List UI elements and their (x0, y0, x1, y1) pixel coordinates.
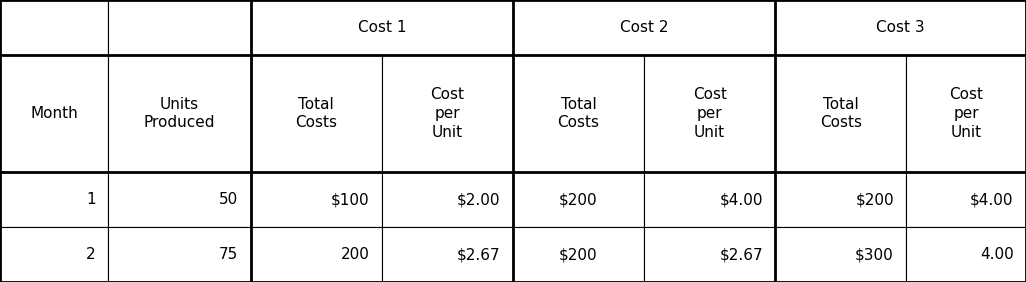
Bar (644, 227, 776, 282)
Bar (109, 55, 250, 172)
Text: Cost 1: Cost 1 (358, 20, 406, 35)
Text: 2: 2 (86, 247, 96, 262)
Bar (644, 55, 776, 172)
Text: $2.67: $2.67 (719, 247, 763, 262)
Text: Cost
per
Unit: Cost per Unit (693, 87, 726, 140)
Bar (250, 172, 382, 227)
Bar (382, 172, 513, 227)
Bar (776, 172, 906, 227)
Text: $200: $200 (559, 192, 598, 207)
Text: 50: 50 (220, 192, 238, 207)
Bar (776, 55, 906, 172)
Bar (776, 227, 906, 282)
Text: Total
Costs: Total Costs (557, 97, 599, 130)
Text: Cost 3: Cost 3 (876, 20, 924, 35)
Bar (776, 0, 1026, 55)
Text: 75: 75 (220, 247, 238, 262)
Text: $4.00: $4.00 (719, 192, 763, 207)
Text: Total
Costs: Total Costs (820, 97, 862, 130)
Text: $200: $200 (856, 192, 894, 207)
Bar (513, 0, 776, 55)
Bar (109, 227, 250, 282)
Bar (644, 172, 776, 227)
Text: Cost 2: Cost 2 (620, 20, 668, 35)
Text: 200: 200 (341, 247, 369, 262)
Bar (250, 0, 513, 55)
Text: $4.00: $4.00 (971, 192, 1014, 207)
Bar (513, 55, 644, 172)
Text: Units
Produced: Units Produced (144, 97, 215, 130)
Bar (0, 172, 109, 227)
Text: Cost
per
Unit: Cost per Unit (949, 87, 983, 140)
Text: Month: Month (31, 106, 78, 121)
Bar (250, 227, 382, 282)
Bar (0, 55, 109, 172)
Bar (513, 172, 644, 227)
Bar (250, 55, 382, 172)
Bar (382, 55, 513, 172)
Bar (906, 55, 1026, 172)
Text: Total
Costs: Total Costs (295, 97, 338, 130)
Text: $200: $200 (559, 247, 598, 262)
Bar (109, 0, 250, 55)
Text: Cost
per
Unit: Cost per Unit (431, 87, 465, 140)
Text: 4.00: 4.00 (980, 247, 1014, 262)
Bar (906, 227, 1026, 282)
Text: $100: $100 (331, 192, 369, 207)
Text: $2.67: $2.67 (457, 247, 501, 262)
Text: $300: $300 (856, 247, 894, 262)
Bar (0, 0, 109, 55)
Bar (0, 227, 109, 282)
Text: 1: 1 (86, 192, 96, 207)
Bar (109, 172, 250, 227)
Bar (382, 227, 513, 282)
Text: $2.00: $2.00 (458, 192, 501, 207)
Bar (513, 227, 644, 282)
Bar (906, 172, 1026, 227)
